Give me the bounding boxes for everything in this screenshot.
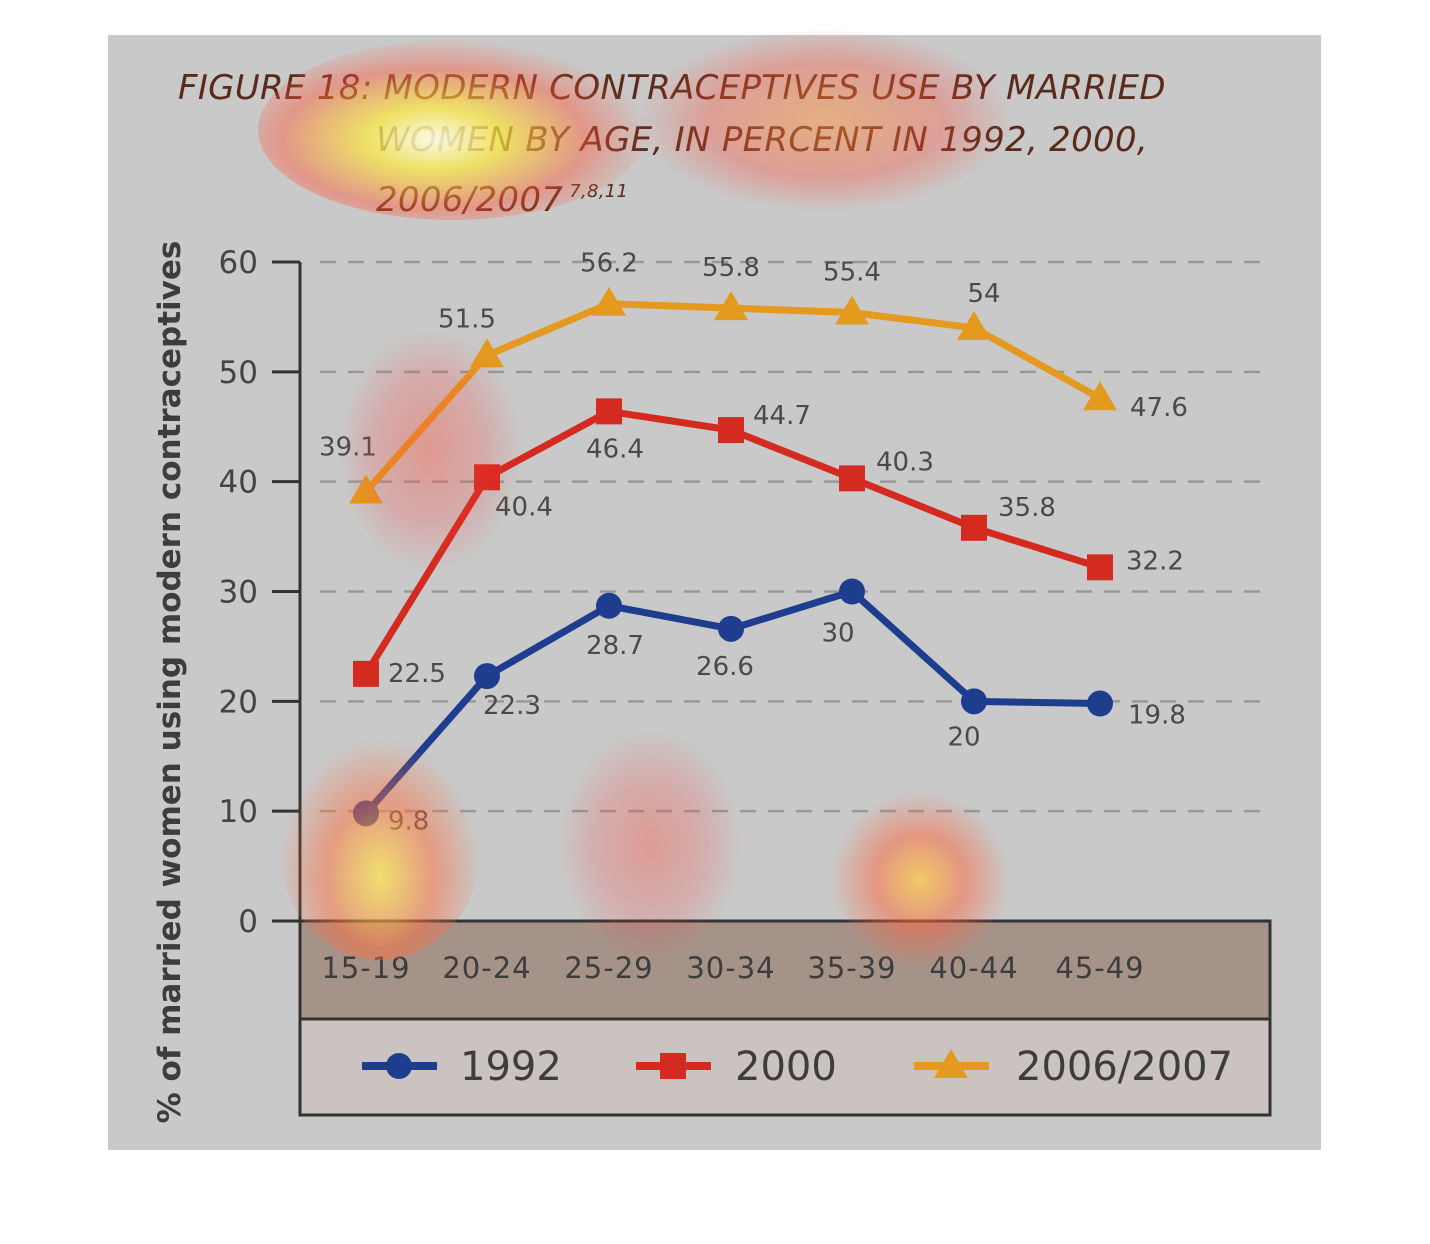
data-label-1992-40-44: 20 xyxy=(947,722,980,752)
x-tick-label-25-29: 25-29 xyxy=(564,951,653,985)
point-2000-15-19 xyxy=(353,660,379,687)
data-label-2000-35-39: 40.3 xyxy=(876,447,934,477)
y-tick-label-60: 60 xyxy=(219,245,258,281)
data-label-2000-40-44: 35.8 xyxy=(998,493,1056,523)
x-tick-label-20-24: 20-24 xyxy=(442,951,531,985)
data-label-1992-20-24: 22.3 xyxy=(483,691,541,721)
x-tick-label-30-34: 30-34 xyxy=(686,951,775,985)
data-label-2006/2007-40-44: 54 xyxy=(967,279,1000,309)
data-label-2000-25-29: 46.4 xyxy=(586,434,644,464)
data-label-2000-45-49: 32.2 xyxy=(1126,546,1184,576)
y-axis-title: % of married women using modern contrace… xyxy=(152,241,188,1124)
data-label-1992-25-29: 28.7 xyxy=(586,631,644,661)
x-tick-label-40-44: 40-44 xyxy=(929,951,1018,985)
point-1992-40-44 xyxy=(961,688,987,715)
y-tick-label-50: 50 xyxy=(219,355,258,391)
point-1992-30-34 xyxy=(718,615,744,642)
point-2000-35-39 xyxy=(839,465,865,492)
legend-box xyxy=(298,1017,1272,1117)
point-1992-45-49 xyxy=(1087,690,1113,717)
point-2006/2007-20-24 xyxy=(470,338,504,368)
legend-marker-2006/2007 xyxy=(934,1049,968,1078)
data-label-2000-15-19: 22.5 xyxy=(388,659,446,689)
point-1992-35-39 xyxy=(839,578,865,605)
point-2006/2007-40-44 xyxy=(957,310,991,340)
data-label-2006/2007-30-34: 55.8 xyxy=(702,253,760,283)
point-2006/2007-45-49 xyxy=(1083,381,1117,411)
point-2000-30-34 xyxy=(718,417,744,444)
y-tick-label-10: 10 xyxy=(219,794,258,830)
legend-label-1992: 1992 xyxy=(460,1044,562,1090)
data-label-2006/2007-25-29: 56.2 xyxy=(580,249,638,279)
point-1992-15-19 xyxy=(353,800,379,827)
point-2000-40-44 xyxy=(961,514,987,541)
legend-marker-2000 xyxy=(660,1053,686,1079)
x-tick-label-35-39: 35-39 xyxy=(807,951,896,985)
point-2000-25-29 xyxy=(596,398,622,425)
data-label-1992-35-39: 30 xyxy=(821,619,854,649)
y-tick-label-40: 40 xyxy=(219,465,258,501)
x-tick-label-15-19: 15-19 xyxy=(321,951,410,985)
data-label-2006/2007-35-39: 55.4 xyxy=(823,258,881,288)
legend-label-2000: 2000 xyxy=(735,1044,837,1090)
point-2006/2007-30-34 xyxy=(714,291,748,321)
point-2006/2007-15-19 xyxy=(349,474,383,504)
point-2006/2007-35-39 xyxy=(835,295,869,325)
data-label-2000-20-24: 40.4 xyxy=(495,492,553,522)
data-label-1992-45-49: 19.8 xyxy=(1128,701,1186,731)
data-label-2006/2007-20-24: 51.5 xyxy=(438,304,496,334)
x-tick-label-45-49: 45-49 xyxy=(1055,951,1144,985)
y-tick-label-20: 20 xyxy=(219,684,258,720)
point-1992-20-24 xyxy=(474,663,500,690)
data-label-2000-30-34: 44.7 xyxy=(753,401,811,431)
point-2000-20-24 xyxy=(474,464,500,491)
data-label-1992-15-19: 9.8 xyxy=(388,806,429,836)
point-2006/2007-25-29 xyxy=(592,286,626,316)
data-label-2006/2007-45-49: 47.6 xyxy=(1130,393,1188,423)
y-tick-label-30: 30 xyxy=(219,575,258,611)
data-label-1992-30-34: 26.6 xyxy=(696,652,754,682)
y-tick-label-0: 0 xyxy=(238,904,258,940)
point-2000-45-49 xyxy=(1087,554,1113,581)
legend-marker-1992 xyxy=(386,1053,412,1079)
data-label-2006/2007-15-19: 39.1 xyxy=(319,433,377,463)
point-1992-25-29 xyxy=(596,592,622,619)
legend-label-2006/2007: 2006/2007 xyxy=(1016,1044,1233,1090)
